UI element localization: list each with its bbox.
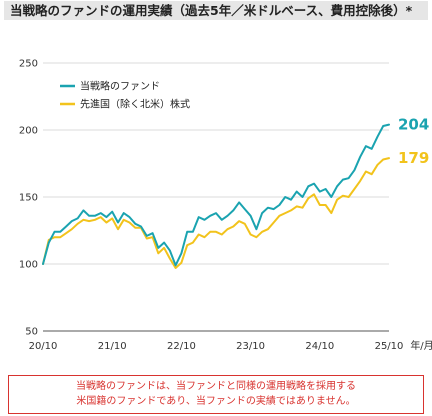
disclaimer-line-2: 米国籍のファンドであり、当ファンドの実績ではありません。 [76,396,356,407]
series-line-2 [42,157,390,269]
x-tick-label: 23/10 [236,341,265,352]
legend-label: 当戦略のファンド [80,80,160,93]
end-value-label: 204 [398,116,429,134]
disclaimer-line-1: 当戦略のファンドは、当ファンドと同様の運用戦略を採用する [76,381,356,392]
y-tick-label: 250 [19,59,38,70]
x-tick-label: 24/10 [305,341,334,352]
y-tick-label: 100 [19,260,38,271]
y-tick-label: 200 [19,126,38,137]
series-line-1 [42,123,390,267]
disclaimer-box: 当戦略のファンドは、当ファンドと同様の運用戦略を採用する 米国籍のファンドであり… [8,375,424,414]
x-tick-label: 21/10 [98,341,127,352]
y-tick-label: 150 [19,193,38,204]
end-value-label: 179 [398,149,429,167]
x-tick-label: 22/10 [167,341,196,352]
legend-label: 先進国（除く北米）株式 [80,98,190,111]
x-tick-label: 20/10 [29,341,58,352]
x-unit-label: 年/月 [410,339,432,352]
chart-title: 当戦略のファンドの運用実績（過去5年／米ドルベース、費用控除後）* [4,1,428,20]
line-chart: 250 200 150 100 50 20/10 21/10 22/10 23/10 24/10 2… [19,59,432,353]
x-tick-label: 25/10 [375,341,404,352]
y-tick-label: 50 [25,327,38,338]
